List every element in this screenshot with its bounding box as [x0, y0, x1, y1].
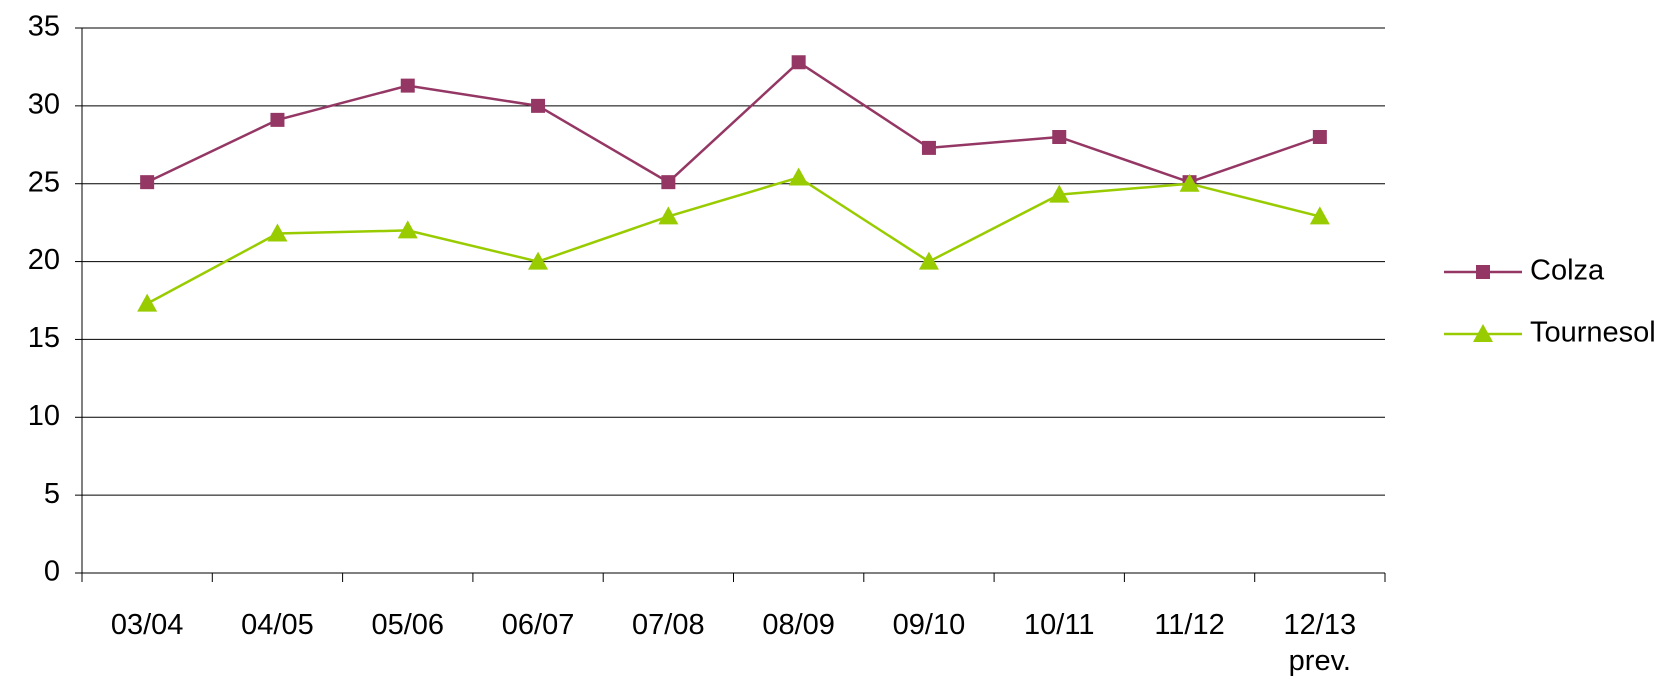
legend-label: Colza	[1530, 255, 1605, 287]
x-tick-label: 03/04	[110, 609, 184, 641]
x-tick-label: 12/13 prev.	[1283, 609, 1357, 677]
series-line	[146, 60, 1321, 184]
data-point	[788, 167, 809, 186]
data-point	[918, 251, 939, 270]
x-tick-label: 04/05	[241, 609, 314, 641]
y-tick-label: 20	[28, 244, 60, 276]
x-tick-label: 11/12	[1154, 609, 1225, 641]
legend-label: Tournesol	[1530, 317, 1656, 349]
data-point	[397, 220, 418, 239]
x-tick-label: 06/07	[501, 609, 575, 641]
data-point	[400, 78, 415, 93]
legend-marker	[1476, 265, 1490, 279]
x-tick-label: 10/11	[1024, 609, 1095, 641]
y-tick-label: 10	[28, 400, 60, 432]
x-tick-label: 07/08	[632, 609, 705, 641]
data-point	[140, 175, 155, 190]
data-point	[267, 223, 288, 242]
data-point	[1179, 173, 1200, 192]
data-point	[1312, 130, 1327, 144]
data-point	[1052, 130, 1067, 144]
data-point	[528, 251, 549, 270]
legend-marker	[1473, 324, 1493, 342]
x-tick-label: 05/06	[371, 609, 445, 641]
data-point	[1309, 206, 1330, 225]
data-point	[1049, 184, 1070, 203]
x-tick-label: 08/09	[762, 609, 835, 641]
y-tick-label: 30	[28, 89, 60, 121]
y-tick-label: 15	[28, 322, 60, 354]
data-point	[270, 112, 285, 127]
y-tick-label: 25	[28, 166, 60, 198]
data-point	[791, 55, 806, 70]
data-point	[531, 98, 546, 113]
x-tick-label: 09/10	[892, 609, 966, 641]
series-line	[146, 176, 1321, 305]
y-tick-label: 0	[44, 556, 60, 588]
data-point	[921, 140, 936, 155]
data-point	[661, 175, 676, 190]
data-point	[137, 293, 158, 312]
y-tick-label: 35	[28, 11, 60, 43]
y-tick-label: 5	[44, 478, 60, 510]
data-point	[658, 206, 679, 225]
